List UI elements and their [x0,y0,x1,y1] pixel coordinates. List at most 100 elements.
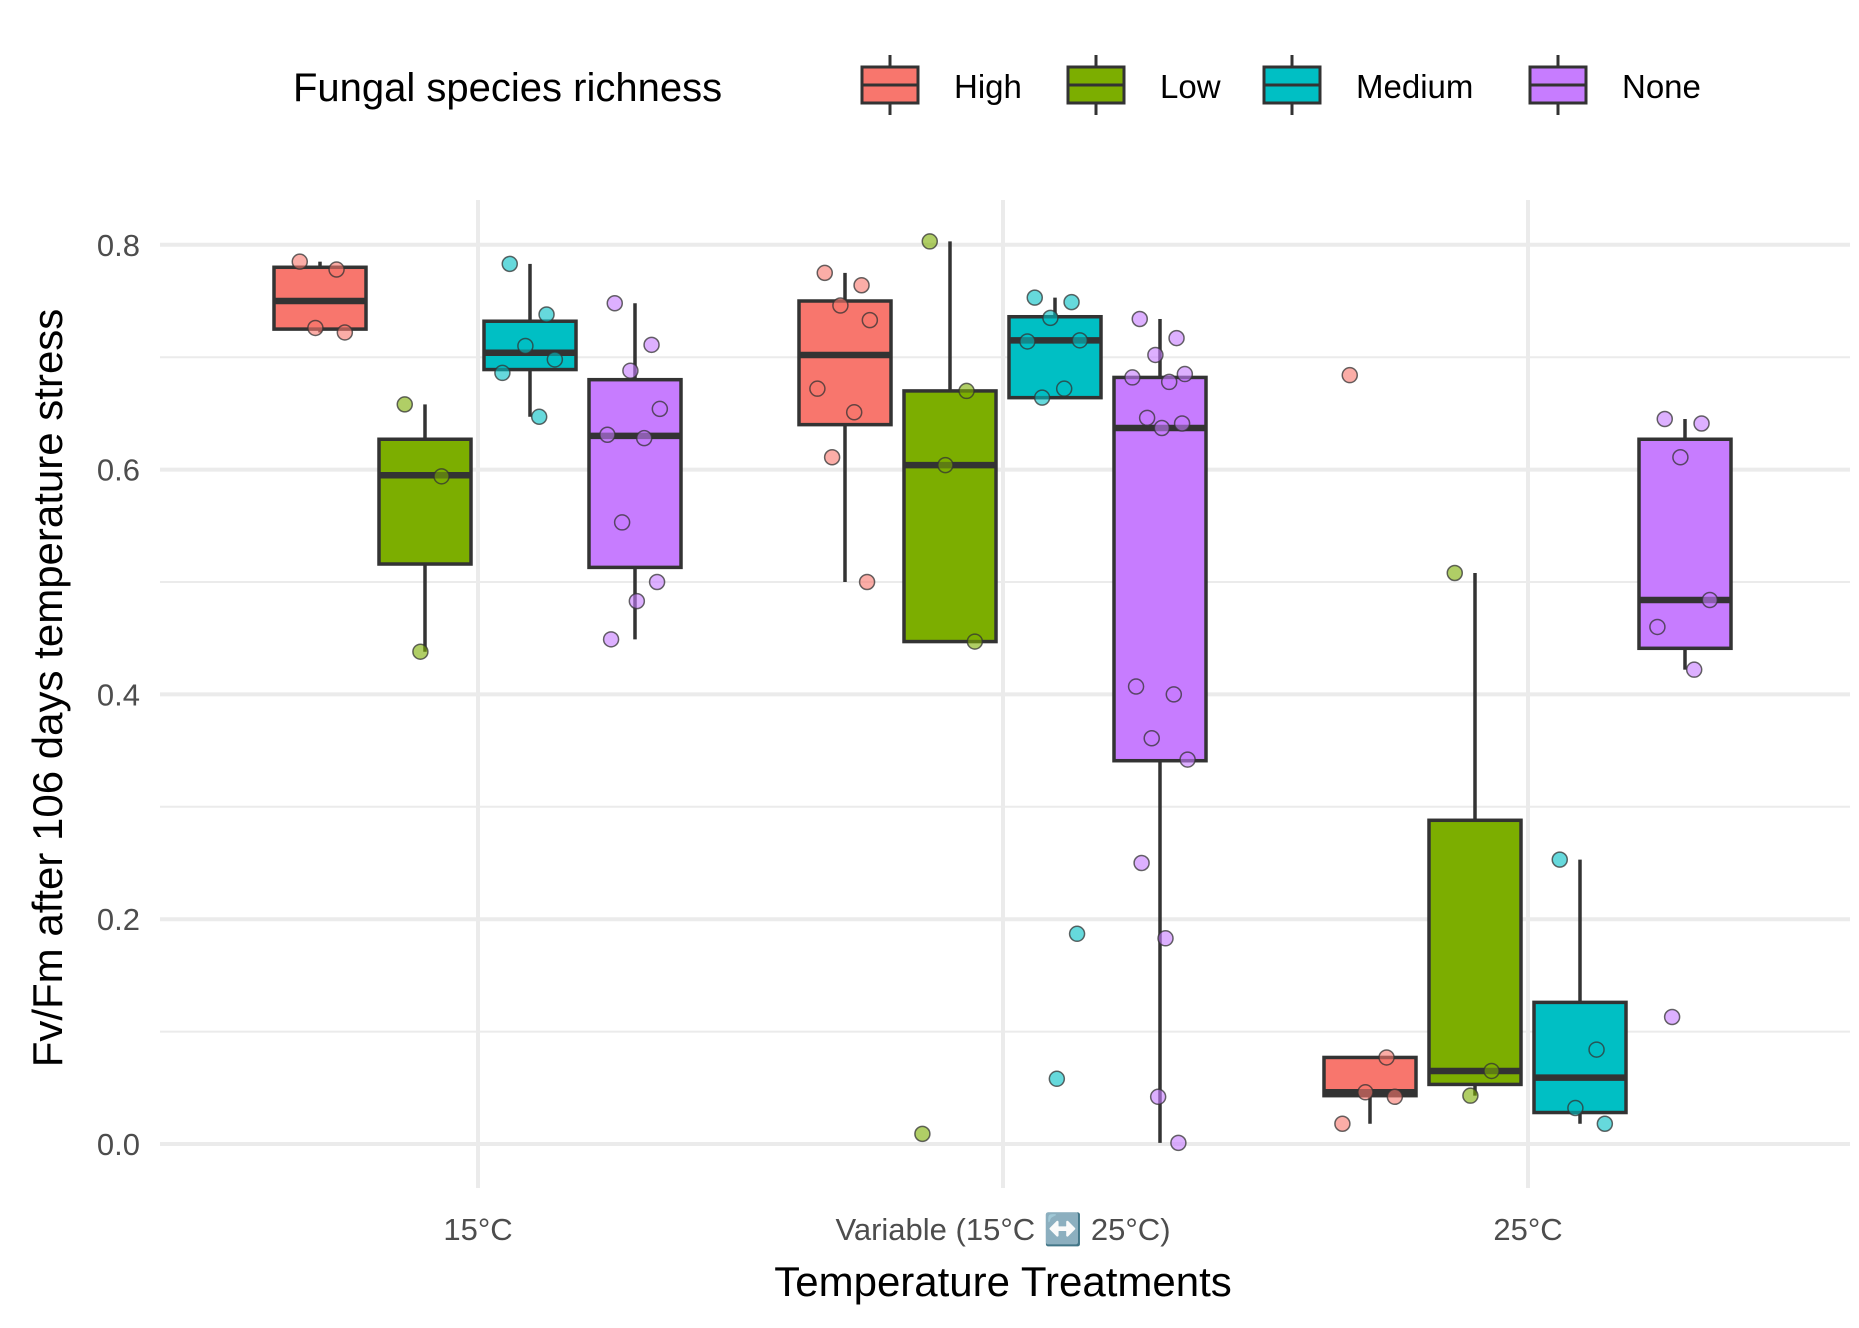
data-point [1055,380,1073,397]
data-point [494,364,511,382]
data-point [1068,925,1086,943]
data-point [307,319,324,337]
data-point [1551,851,1569,868]
data-point [1334,1115,1351,1133]
data-point [1693,415,1710,432]
data-point [921,233,939,250]
box-none [1637,437,1733,651]
x-axis-title: Temperature Treatments [774,1258,1232,1305]
data-point [648,573,666,591]
y-tick-label: 0.8 [97,228,140,263]
data-point [643,336,660,354]
y-tick-label: 0.2 [97,902,140,937]
legend-item-low: Low [1066,55,1221,115]
data-point [1685,661,1703,678]
data-point [1138,409,1156,427]
data-point [1701,591,1719,609]
data-point [606,294,624,312]
data-point [396,396,414,413]
data-point [853,277,870,294]
data-point [412,643,429,660]
legend-label: Low [1160,68,1221,105]
y-tick-label: 0.0 [97,1127,140,1162]
data-point [937,456,954,474]
data-point [1656,410,1674,428]
data-point [1127,678,1145,695]
x-tick-label: 25°C [1493,1212,1562,1247]
points-layer [291,233,1719,1152]
box-low [377,437,473,566]
data-point [1462,1087,1479,1104]
legend-item-none: None [1528,55,1701,115]
data-point [635,429,653,447]
data-point [858,573,876,591]
x-axis-ticks: 15°C Variable (15°C ↔️ 25°C) 25°C [443,1211,1562,1247]
data-point [861,311,879,329]
data-point [914,1125,931,1143]
data-point [546,351,564,368]
data-point [1567,1099,1584,1117]
x-tick-label: Variable (15°C ↔️ 25°C) [835,1211,1170,1247]
data-point [1446,564,1464,582]
box-none [1112,375,1208,763]
y-tick-label: 0.6 [97,453,140,488]
box-low [902,389,998,644]
data-point [433,468,450,485]
data-point [1378,1049,1395,1066]
data-point [1048,1070,1066,1088]
data-point [1133,854,1150,872]
data-point [1357,1084,1374,1101]
data-point [1071,332,1089,349]
data-point [1596,1115,1614,1133]
data-point [1672,448,1689,466]
data-point [816,264,834,282]
data-point [1147,346,1164,364]
data-point [966,633,984,650]
legend-item-medium: Medium [1262,55,1473,115]
data-point [1160,373,1178,391]
y-tick-label: 0.4 [97,677,140,712]
legend-item-high: High [860,55,1022,115]
data-point [1386,1088,1404,1106]
data-point [1153,419,1171,437]
data-point [1663,1008,1681,1026]
data-point [1649,618,1666,636]
data-point [538,306,555,323]
data-point [1143,729,1160,747]
data-point [809,380,826,397]
data-point [1157,930,1174,947]
data-point [832,297,849,314]
legend-title: Fungal species richness [293,66,722,110]
data-point [845,404,863,421]
data-point [628,592,646,610]
box-low [1427,818,1523,1087]
data-point [1173,415,1191,432]
y-axis-title: Fv/Fm after 106 days temperature stress [24,309,71,1068]
data-point [291,253,309,270]
y-axis-ticks: 0.0 0.2 0.4 0.6 0.8 [97,228,140,1162]
x-tick-label: 15°C [443,1212,512,1247]
data-point [517,337,534,355]
data-point [1124,369,1141,386]
data-point [651,400,669,418]
data-point [622,362,639,379]
data-point [823,448,841,466]
data-point [1483,1062,1500,1080]
data-point [599,426,616,444]
data-point [958,382,975,400]
data-point [1341,366,1359,384]
data-point [328,261,345,278]
legend-label: Medium [1356,68,1473,105]
data-point [1179,751,1196,768]
box-medium [1007,314,1103,400]
data-point [1063,293,1080,311]
data-point [1165,686,1183,703]
box-medium [1532,1000,1628,1115]
data-point [1170,1134,1187,1152]
data-point [1033,389,1051,406]
data-point [501,255,519,273]
data-point [1026,289,1044,306]
data-point [1042,309,1059,327]
data-point [1131,310,1149,328]
